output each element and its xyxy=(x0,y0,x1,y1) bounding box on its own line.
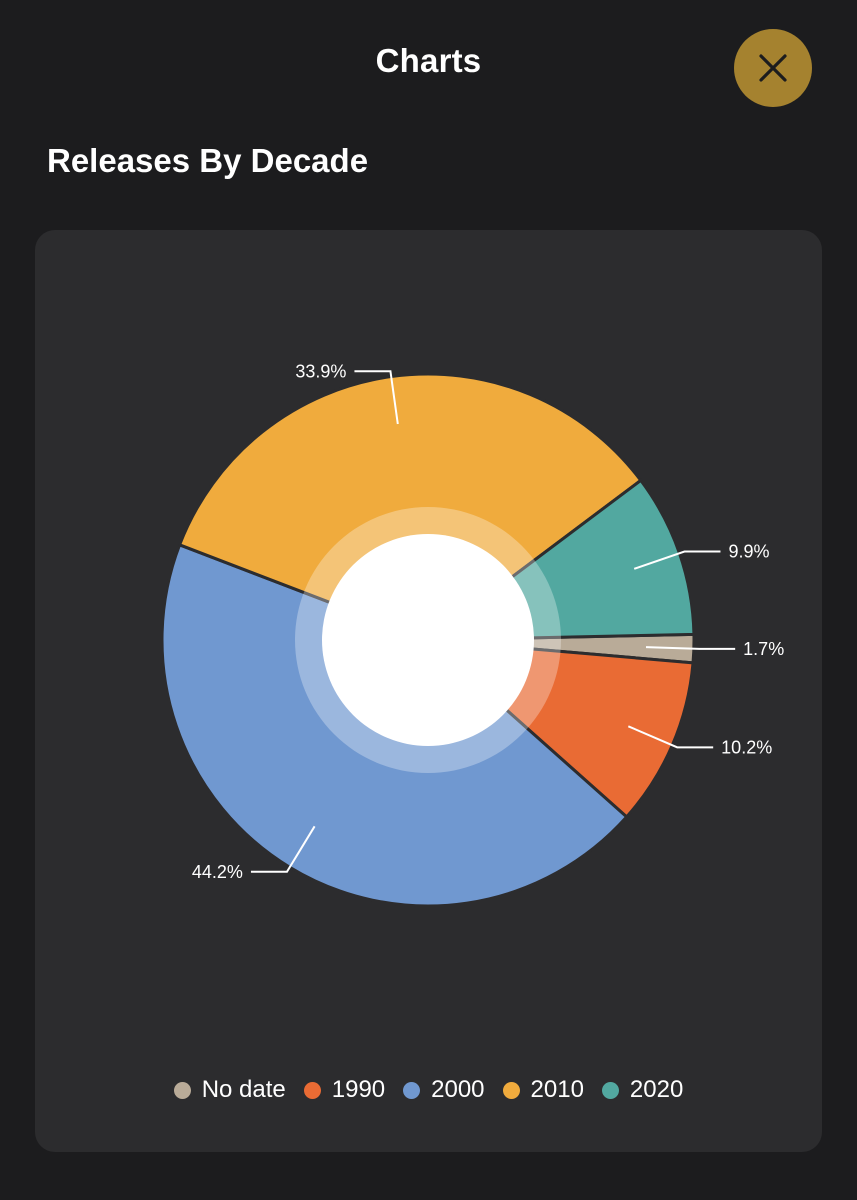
close-icon xyxy=(759,54,787,82)
page-title: Charts xyxy=(375,42,482,79)
legend-label: 2020 xyxy=(629,1076,684,1103)
leader-line xyxy=(645,646,736,650)
leader-line xyxy=(627,725,714,749)
legend-label: 2000 xyxy=(431,1076,485,1103)
leader-line xyxy=(633,550,721,570)
chart-section-title: Releases By Decade xyxy=(47,142,369,179)
legend-label: No date xyxy=(201,1076,286,1103)
close-button[interactable] xyxy=(734,29,812,107)
donut-hole xyxy=(322,534,534,746)
chart-legend: No date 1990 2000 2010 2020 xyxy=(35,1076,822,1104)
legend-item-no-date[interactable]: No date xyxy=(173,1076,286,1104)
slice-percent-label: 10.2% xyxy=(721,737,772,757)
donut-chart: 1.7% 10.2% 44.2% 33.9% 9.9% xyxy=(160,361,784,908)
leader-line xyxy=(250,825,316,873)
slice-percent-label: 9.9% xyxy=(728,541,769,561)
legend-swatch xyxy=(502,1081,520,1099)
legend-swatch xyxy=(601,1081,619,1099)
legend-item-2020[interactable]: 2020 xyxy=(601,1076,684,1104)
legend-item-1990[interactable]: 1990 xyxy=(303,1076,386,1104)
legend-label: 1990 xyxy=(331,1076,386,1103)
legend-item-2000[interactable]: 2000 xyxy=(403,1076,485,1104)
leader-line xyxy=(354,370,399,425)
legend-swatch xyxy=(173,1081,191,1099)
chart-card: 1.7% 10.2% 44.2% 33.9% 9.9% No date 1990 200… xyxy=(35,230,822,1152)
legend-swatch xyxy=(303,1081,321,1099)
legend-swatch xyxy=(403,1081,421,1099)
legend-label: 2010 xyxy=(530,1076,584,1103)
slice-percent-label: 44.2% xyxy=(192,862,243,882)
slice-percent-label: 1.7% xyxy=(743,639,784,659)
legend-item-2010[interactable]: 2010 xyxy=(502,1076,584,1104)
slice-percent-label: 33.9% xyxy=(295,361,346,381)
